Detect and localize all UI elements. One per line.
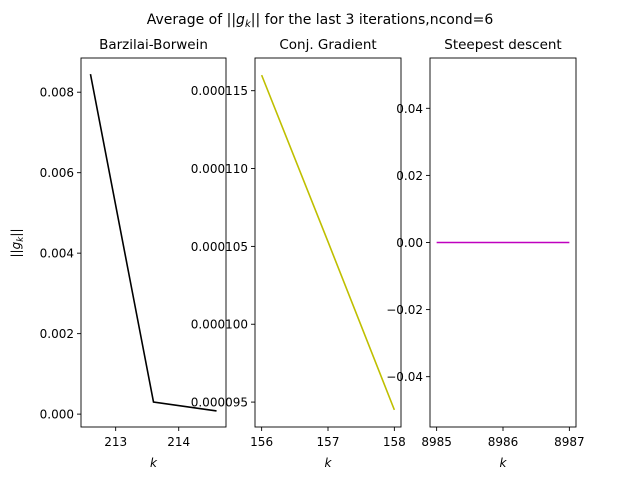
x-tick-label-3-2: 8987 bbox=[554, 435, 585, 449]
x-axis-label-1: k bbox=[150, 456, 158, 470]
y-tick-label-1-2: 0.004 bbox=[40, 247, 74, 261]
y-tick-label-2-0: 0.000095 bbox=[191, 396, 248, 410]
y-tick-label-3-2: 0.00 bbox=[396, 236, 423, 250]
subplot-title-1: Barzilai-Borwein bbox=[99, 37, 208, 53]
x-tick-label-3-1: 8986 bbox=[488, 435, 519, 449]
series-line-2 bbox=[260, 74, 396, 411]
y-tick-label-1-4: 0.008 bbox=[40, 86, 74, 100]
x-tick-label-1-0: 213 bbox=[104, 435, 127, 449]
y-axis-label: ||gk|| bbox=[9, 228, 26, 257]
y-tick-label-2-4: 0.000115 bbox=[191, 84, 248, 98]
y-tick-label-3-4: 0.04 bbox=[396, 102, 423, 116]
y-tick-label-1-1: 0.002 bbox=[40, 327, 74, 341]
y-tick-label-1-3: 0.006 bbox=[40, 166, 74, 180]
subplots: 213 214 0.000 0.002 0.004 0.006 0.008 Barzilai-… bbox=[40, 37, 585, 470]
subplot-2: 156 157 158 0.000095 0.000100 0.000105 0.00011… bbox=[191, 37, 406, 470]
subplot-title-2: Conj. Gradient bbox=[279, 37, 376, 53]
y-tick-label-3-1: −0.02 bbox=[386, 303, 423, 317]
x-axis-label-2: k bbox=[325, 456, 333, 470]
y-tick-label-3-3: 0.02 bbox=[396, 169, 423, 183]
x-tick-label-3-0: 8985 bbox=[421, 435, 452, 449]
subplot-1: 213 214 0.000 0.002 0.004 0.006 0.008 Barzilai-… bbox=[40, 37, 227, 470]
x-tick-label-2-2: 158 bbox=[383, 435, 406, 449]
figure-suptitle: Average of ||gk|| for the last 3 iterati… bbox=[147, 12, 494, 30]
subplot-title-3: Steepest descent bbox=[444, 37, 561, 53]
x-axis-label-3: k bbox=[500, 456, 508, 470]
axes-frame-1 bbox=[80, 57, 227, 428]
series-line-1 bbox=[89, 73, 217, 412]
x-tick-label-2-1: 157 bbox=[317, 435, 340, 449]
x-tick-label-1-1: 214 bbox=[167, 435, 190, 449]
y-tick-label-2-2: 0.000105 bbox=[191, 240, 248, 254]
y-tick-label-2-1: 0.000100 bbox=[191, 318, 248, 332]
subplot-3: 8985 8986 8987 −0.04 −0.02 0.00 0.02 0.04 Steepe… bbox=[386, 37, 584, 470]
x-tick-label-2-0: 156 bbox=[250, 435, 273, 449]
y-tick-label-1-0: 0.000 bbox=[40, 408, 74, 422]
y-tick-label-3-0: −0.04 bbox=[386, 370, 423, 384]
y-tick-label-2-3: 0.000110 bbox=[191, 162, 248, 176]
